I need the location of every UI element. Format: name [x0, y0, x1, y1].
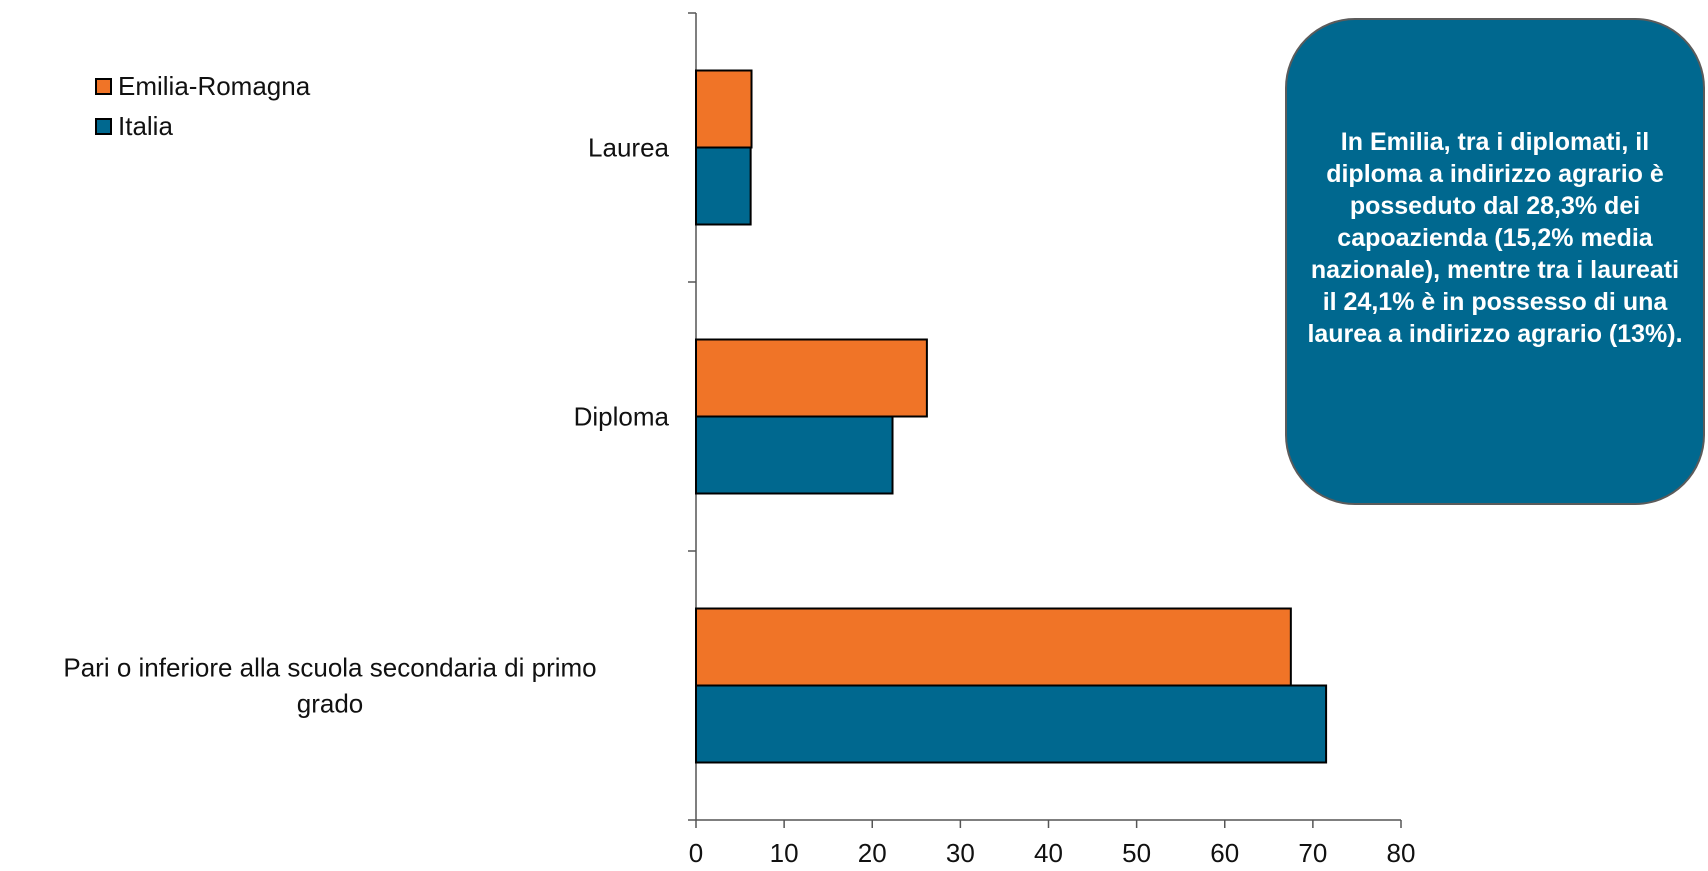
x-tick-label: 0	[689, 838, 703, 868]
legend-swatch-italia	[95, 117, 112, 135]
legend-item-emilia-romagna: Emilia-Romagna	[95, 66, 310, 106]
x-tick-label: 30	[946, 838, 975, 868]
bar-italia-3	[695, 684, 1328, 764]
bar-emilia-romagna-1	[695, 69, 753, 149]
legend: Emilia-Romagna Italia	[95, 66, 310, 146]
x-tick-label: 50	[1122, 838, 1151, 868]
chart-bars	[695, 69, 1328, 764]
category-label-line: Pari o inferiore alla scuola secondaria …	[63, 653, 596, 683]
x-tick-label: 80	[1387, 838, 1416, 868]
chart-labels: 0 10 20 30 40 50 60 70 80 Laurea Diploma Pari o inf…	[63, 133, 1415, 869]
bar-emilia-romagna-3	[695, 607, 1292, 687]
x-tick-label: 40	[1034, 838, 1063, 868]
legend-swatch-emilia-romagna	[95, 77, 112, 95]
category-label: Diploma	[574, 402, 670, 432]
x-tick-label: 10	[770, 838, 799, 868]
category-label: Laurea	[588, 133, 669, 163]
legend-item-italia: Italia	[95, 106, 310, 146]
x-tick-label: 70	[1298, 838, 1327, 868]
callout-box: In Emilia, tra i diplomati, il diploma a…	[1285, 18, 1705, 505]
x-tick-label: 20	[858, 838, 887, 868]
callout-text: In Emilia, tra i diplomati, il diploma a…	[1307, 127, 1683, 348]
bar-emilia-romagna-2	[695, 338, 928, 418]
bar-italia-2	[695, 415, 894, 495]
category-label: Pari o inferiore alla scuola secondaria …	[63, 653, 596, 719]
legend-label-italia: Italia	[118, 110, 173, 141]
legend-label-emilia-romagna: Emilia-Romagna	[118, 70, 311, 101]
category-label-line: grado	[297, 689, 364, 719]
x-tick-label: 60	[1210, 838, 1239, 868]
bar-italia-1	[695, 146, 752, 226]
